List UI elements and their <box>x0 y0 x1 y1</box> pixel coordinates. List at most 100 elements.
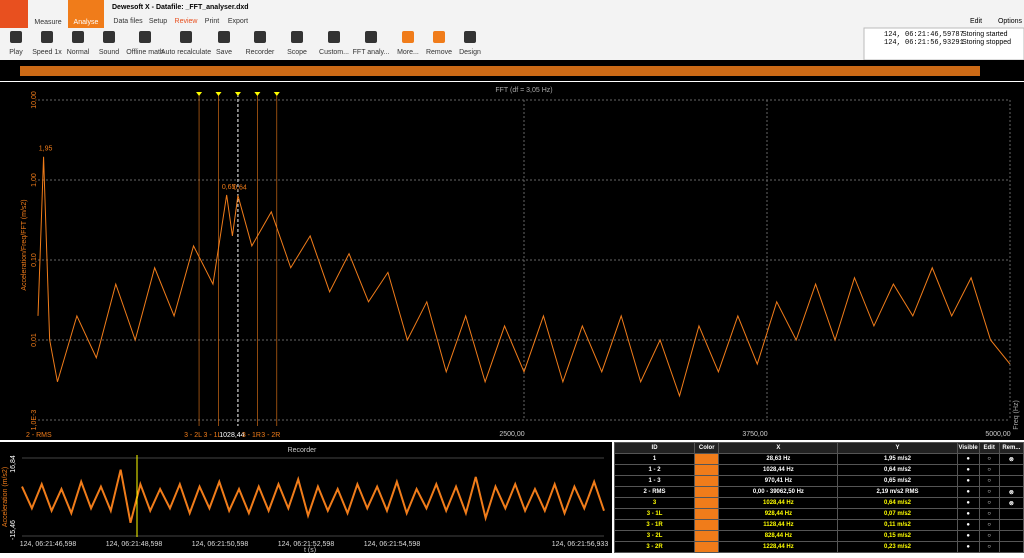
tool-icon[interactable] <box>291 31 303 43</box>
cell: ○ <box>978 453 1000 465</box>
column-header: X <box>718 442 839 454</box>
tool-icon[interactable] <box>72 31 84 43</box>
cell: ● <box>956 464 980 476</box>
tool-icon[interactable] <box>402 31 414 43</box>
cell: ⊗ <box>998 453 1024 465</box>
log-time: 124, 06:21:56,93291 <box>884 39 964 47</box>
tool-label[interactable]: Design <box>459 49 481 56</box>
x-tick-label: 5000,00 <box>985 431 1010 438</box>
tool-label[interactable]: Normal <box>67 49 90 56</box>
column-header: Rem... <box>998 442 1024 454</box>
right-button[interactable]: Options <box>998 18 1023 25</box>
cursor-marker[interactable] <box>234 92 241 96</box>
tool-label[interactable]: Auto recalculate <box>161 49 211 56</box>
tool-icon[interactable] <box>464 31 476 43</box>
tool-label[interactable]: Custom... <box>319 49 349 56</box>
cell: 3 - 1L <box>613 508 696 520</box>
row[interactable]: 3 - 1L 928,44 Hz 0,07 m/s2 ● ○ <box>613 508 1024 520</box>
tool-label[interactable]: Offline math <box>126 49 164 56</box>
row[interactable]: 2 - RMS 0,00 - 39062,50 Hz 2,19 m/s2 RMS ● ○… <box>613 486 1024 498</box>
fft-title: FFT (df = 3,05 Hz) <box>495 87 552 94</box>
cell <box>998 541 1024 553</box>
menu-item[interactable]: Print <box>205 18 219 25</box>
tool-icon[interactable] <box>254 31 266 43</box>
y-tick-label: 1,0E-3 <box>31 410 38 431</box>
cell: 1028,44 Hz <box>718 497 839 509</box>
y-tick-label: -15,46 <box>10 520 17 540</box>
tool-icon[interactable] <box>218 31 230 43</box>
tab[interactable]: Analyse <box>74 19 99 26</box>
header-row: ID Color X Y Visible Edit Rem... <box>613 442 1024 454</box>
cell: ○ <box>978 464 1000 476</box>
row[interactable]: 3 - 2R 1228,44 Hz 0,23 m/s2 ● ○ <box>613 541 1024 553</box>
tool-label[interactable]: Recorder <box>246 49 275 56</box>
overview-wave <box>20 66 980 76</box>
tool-label[interactable]: Sound <box>99 49 119 56</box>
menu-item[interactable]: Setup <box>149 18 167 25</box>
tool-label[interactable]: Play <box>9 49 23 56</box>
cursor-marker[interactable] <box>215 92 222 96</box>
tool-label[interactable]: Speed 1x <box>32 49 62 56</box>
tool-label[interactable]: FFT analy... <box>353 49 390 56</box>
cursor-marker[interactable] <box>254 92 261 96</box>
cell: ⊗ <box>998 486 1024 498</box>
right-button[interactable]: Edit <box>970 18 982 25</box>
tool-label[interactable]: Remove <box>426 49 452 56</box>
data-label: 0,65 <box>222 184 236 191</box>
cell: 0,23 m/s2 <box>837 541 958 553</box>
y-tick-label: 16,84 <box>10 455 17 473</box>
row[interactable]: 3 1028,44 Hz 0,64 m/s2 ● ○ ⊗ <box>613 497 1024 509</box>
tool-icon[interactable] <box>10 31 22 43</box>
cell <box>694 541 720 553</box>
tool-icon[interactable] <box>365 31 377 43</box>
tool-icon[interactable] <box>433 31 445 43</box>
cursor-name: 3 - 2L <box>184 432 202 439</box>
analyse-tab[interactable] <box>68 0 104 28</box>
menu-item[interactable]: Export <box>228 18 248 25</box>
time-label: 124, 06:21:52,598 <box>278 541 335 548</box>
cell <box>998 530 1024 542</box>
row[interactable]: 3 - 2L 828,44 Hz 0,15 m/s2 ● ○ <box>613 530 1024 542</box>
cell: ○ <box>978 508 1000 520</box>
tool-icon[interactable] <box>41 31 53 43</box>
tool-label[interactable]: Save <box>216 49 232 56</box>
tool-label[interactable]: Scope <box>287 49 307 56</box>
cursor-marker[interactable] <box>273 92 280 96</box>
row[interactable]: 1 - 3 970,41 Hz 0,65 m/s2 ● ○ <box>613 475 1024 487</box>
cursor-name: 3 - 1R <box>242 432 261 439</box>
menu-item[interactable]: Data files <box>113 18 143 25</box>
app-title: Dewesoft X - Datafile: _FFT_analyser.dxd <box>112 4 249 11</box>
cell: 1 <box>613 453 696 465</box>
cell: 0,11 m/s2 <box>837 519 958 531</box>
y-tick-label: 1,00 <box>31 173 38 187</box>
cell: ● <box>956 486 980 498</box>
tab[interactable]: Measure <box>34 19 61 26</box>
cell: ● <box>956 508 980 520</box>
cell: 0,64 m/s2 <box>837 497 958 509</box>
cell <box>694 497 720 509</box>
tool-icon[interactable] <box>103 31 115 43</box>
cell: 928,44 Hz <box>718 508 839 520</box>
x-tick-label: 2500,00 <box>499 431 524 438</box>
cell: ⊗ <box>998 497 1024 509</box>
cell <box>998 508 1024 520</box>
tool-label[interactable]: More... <box>397 49 419 56</box>
cell <box>694 530 720 542</box>
row[interactable]: 1 - 2 1028,44 Hz 0,64 m/s2 ● ○ <box>613 464 1024 476</box>
cell: 1 - 2 <box>613 464 696 476</box>
cursor-marker[interactable] <box>196 92 203 96</box>
column-header: Edit <box>978 442 1000 454</box>
cell: 0,00 - 39062,50 Hz <box>718 486 839 498</box>
row[interactable]: 1 28,63 Hz 1,95 m/s2 ● ○ ⊗ <box>613 453 1024 465</box>
cell: ○ <box>978 541 1000 553</box>
menu-item[interactable]: Review <box>175 18 199 25</box>
column-header: ID <box>613 442 696 454</box>
row[interactable]: 3 - 1R 1128,44 Hz 0,11 m/s2 ● ○ <box>613 519 1024 531</box>
fft-line <box>37 156 1011 398</box>
cell: 0,65 m/s2 <box>837 475 958 487</box>
tool-icon[interactable] <box>180 31 192 43</box>
tool-icon[interactable] <box>328 31 340 43</box>
tool-icon[interactable] <box>139 31 151 43</box>
cell: ○ <box>978 475 1000 487</box>
recorder-title: Recorder <box>288 447 317 454</box>
